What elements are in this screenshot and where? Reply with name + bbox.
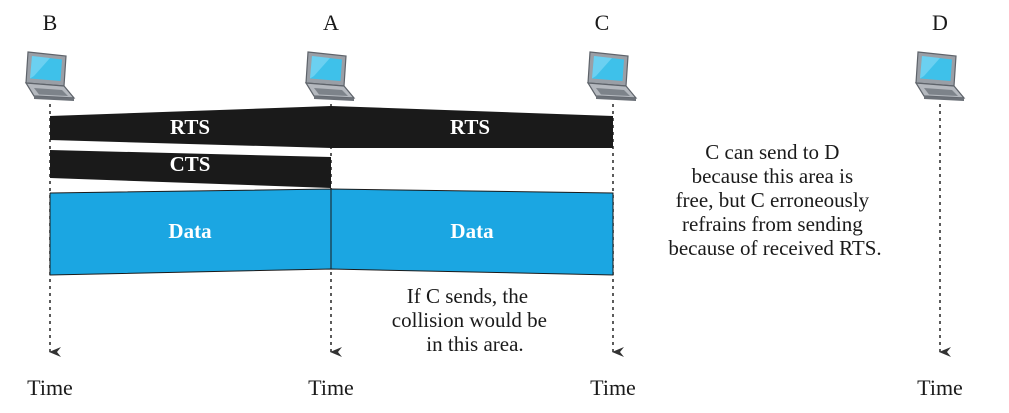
laptop-icon <box>25 51 75 102</box>
data-label-left: Data <box>168 219 212 243</box>
station-name-b: B <box>43 10 58 35</box>
cts-label: CTS <box>170 152 211 176</box>
station-name-d: D <box>932 10 948 35</box>
time-label-d: Time <box>917 375 963 400</box>
note-c-to-d-line: refrains from sending <box>682 212 863 236</box>
time-label-a: Time <box>308 375 354 400</box>
note-collision-line: If C sends, the <box>407 284 528 308</box>
note-collision-line: collision would be <box>392 308 547 332</box>
data-frame-left <box>50 189 331 275</box>
data-frame-outline <box>49 188 614 276</box>
laptop-icon <box>305 51 355 102</box>
note-collision-line: in this area. <box>426 332 523 356</box>
note-c-to-d-line: because this area is <box>692 164 854 188</box>
station-name-c: C <box>595 10 610 35</box>
note-c-to-d-line: C can send to D <box>705 140 839 164</box>
time-label-c: Time <box>590 375 636 400</box>
rts-label-right: RTS <box>450 115 490 139</box>
note-c-to-d: C can send to D because this area is fre… <box>668 140 881 260</box>
cts-frame <box>50 150 331 188</box>
station-name-a: A <box>323 10 339 35</box>
note-collision: If C sends, the collision would be in th… <box>392 284 552 356</box>
note-c-to-d-line: free, but C erroneously <box>676 188 870 212</box>
rts-label-left: RTS <box>170 115 210 139</box>
data-frame-right <box>331 189 613 275</box>
note-c-to-d-line: because of received RTS. <box>668 236 881 260</box>
laptop-icon <box>915 51 965 102</box>
laptop-icon <box>587 51 637 102</box>
rts-frame-left <box>50 106 331 148</box>
rts-frame-right <box>331 106 613 148</box>
time-label-b: Time <box>27 375 73 400</box>
data-label-right: Data <box>450 219 494 243</box>
